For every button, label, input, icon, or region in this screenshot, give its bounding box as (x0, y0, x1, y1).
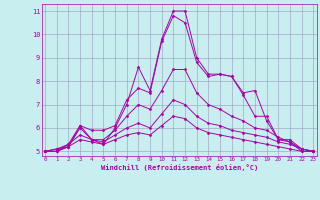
X-axis label: Windchill (Refroidissement éolien,°C): Windchill (Refroidissement éolien,°C) (100, 164, 258, 171)
